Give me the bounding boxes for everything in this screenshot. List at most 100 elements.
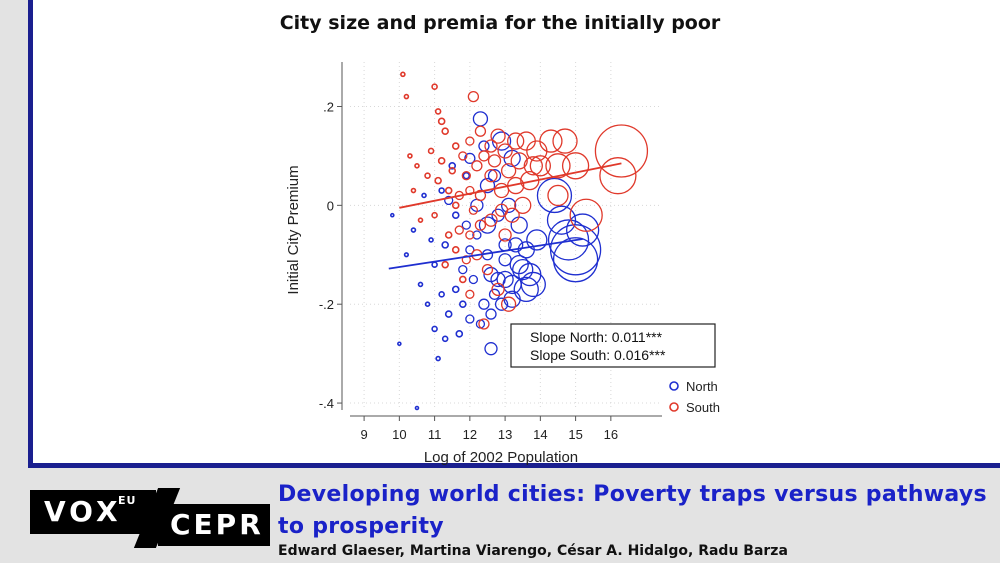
south-point xyxy=(407,153,413,159)
x-tick-label: 12 xyxy=(463,427,477,442)
x-tick-label: 16 xyxy=(604,427,618,442)
south-point xyxy=(437,157,446,165)
south-point xyxy=(569,198,603,232)
north-point xyxy=(465,245,475,255)
south-point xyxy=(414,163,420,169)
north-point xyxy=(509,255,529,275)
y-tick-label: 0 xyxy=(327,198,334,213)
south-point xyxy=(514,196,532,214)
north-point xyxy=(484,342,498,356)
north-point xyxy=(451,285,460,294)
south-point xyxy=(467,90,480,103)
x-tick-label: 9 xyxy=(360,427,367,442)
south-point xyxy=(465,230,475,240)
south-point xyxy=(474,125,487,137)
south-point xyxy=(410,187,417,194)
south-point xyxy=(400,71,406,78)
legend-label-north: North xyxy=(686,379,718,394)
north-point xyxy=(462,171,471,180)
south-point xyxy=(561,152,590,180)
north-point xyxy=(444,195,454,206)
south-point xyxy=(451,246,460,254)
x-axis-label: Log of 2002 Population xyxy=(424,449,578,466)
chart-title: City size and premia for the initially p… xyxy=(279,12,721,34)
south-point xyxy=(487,154,502,168)
chart-frame xyxy=(28,0,1000,468)
north-point xyxy=(431,325,438,333)
north-point xyxy=(547,219,590,261)
south-point xyxy=(471,160,483,172)
south-point xyxy=(599,157,637,195)
north-point xyxy=(461,220,471,230)
south-point xyxy=(434,176,442,185)
north-point xyxy=(498,253,512,267)
south-point xyxy=(500,296,517,312)
north-point xyxy=(536,177,573,214)
slope-annotation-box xyxy=(510,323,716,368)
south-point xyxy=(444,186,453,195)
north-point xyxy=(566,213,600,247)
north-point xyxy=(410,227,417,233)
south-point xyxy=(458,151,468,161)
north-point xyxy=(512,258,534,281)
south-point xyxy=(490,128,506,144)
south-point xyxy=(498,228,512,242)
north-point xyxy=(438,291,445,298)
vox-eu-logo[interactable]: VOX EU xyxy=(30,490,156,534)
south-point xyxy=(491,282,505,297)
north-point xyxy=(520,271,546,298)
y-axis-label: Initial City Premium xyxy=(285,165,302,294)
south-point xyxy=(454,225,464,235)
north-point xyxy=(403,252,410,258)
north-point xyxy=(438,187,445,194)
south-point xyxy=(465,289,475,299)
south-point xyxy=(594,124,649,178)
x-tick-label: 14 xyxy=(533,427,547,442)
north-point xyxy=(479,177,496,194)
south-point xyxy=(529,155,551,177)
south-point xyxy=(507,132,525,150)
north-point xyxy=(424,301,431,308)
north-point xyxy=(513,276,539,303)
y-tick-label: -.2 xyxy=(319,297,334,312)
slope-annotation-text: Slope North: 0.011*** xyxy=(530,329,663,345)
south-point xyxy=(448,166,457,175)
cepr-logo-text: CEPR xyxy=(170,508,264,541)
north-point xyxy=(488,288,501,300)
x-tick-label: 10 xyxy=(392,427,406,442)
south-point xyxy=(451,201,460,210)
south-point xyxy=(427,147,435,155)
south-point xyxy=(474,219,487,231)
south-point xyxy=(481,263,494,276)
north-point xyxy=(465,314,475,324)
cepr-logo[interactable]: CEPR xyxy=(158,504,270,546)
south-point xyxy=(545,153,571,179)
south-point xyxy=(441,127,449,135)
north-point xyxy=(478,298,490,310)
x-tick-label: 15 xyxy=(568,427,582,442)
south-point xyxy=(461,171,471,181)
y-tick-label: .2 xyxy=(323,99,334,114)
south-point xyxy=(497,143,513,159)
south-point xyxy=(431,83,438,91)
north-point xyxy=(464,152,476,165)
x-tick-label: 13 xyxy=(498,427,512,442)
north-point xyxy=(458,264,468,275)
vox-logo-text: VOX xyxy=(44,495,122,528)
x-tick-label: 11 xyxy=(428,427,442,442)
y-tick-label: -.4 xyxy=(319,396,334,411)
article-authors: Edward Glaeser, Martina Viarengo, César … xyxy=(278,543,788,559)
article-headline[interactable]: Developing world cities: Poverty traps v… xyxy=(278,482,987,539)
south-point xyxy=(417,217,424,223)
slope-annotation-text: Slope South: 0.016*** xyxy=(530,347,666,363)
south-point xyxy=(444,231,453,239)
legend-marker-south xyxy=(669,402,679,412)
north-point xyxy=(444,310,453,318)
vox-logo-superscript: EU xyxy=(118,494,137,507)
north-point xyxy=(549,224,602,276)
north-point xyxy=(431,261,438,268)
south-point xyxy=(484,139,498,153)
south-point xyxy=(510,152,528,170)
north-point xyxy=(526,229,548,251)
south-point xyxy=(468,205,479,215)
